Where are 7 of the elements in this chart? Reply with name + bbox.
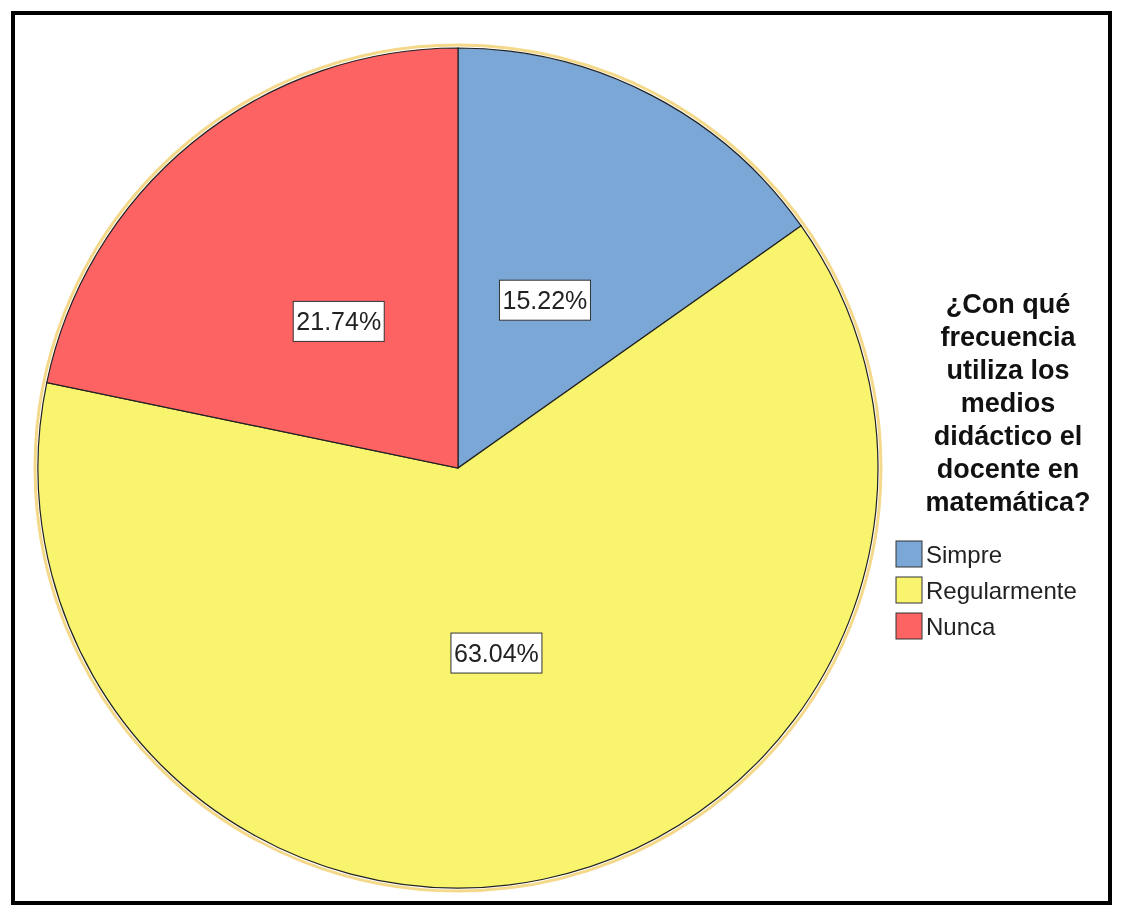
legend-title: ¿Con qué frecuencia utiliza los medios didáctico el docente en matemática? [925, 289, 1091, 517]
data-label: 15.22% [502, 286, 588, 315]
legend-label: Simpre [926, 541, 1003, 568]
data-label: 63.04% [454, 639, 539, 668]
data-label: 21.74% [296, 307, 382, 336]
legend-label: Nunca [926, 613, 997, 640]
legend-label: Regularmente [926, 577, 1077, 604]
